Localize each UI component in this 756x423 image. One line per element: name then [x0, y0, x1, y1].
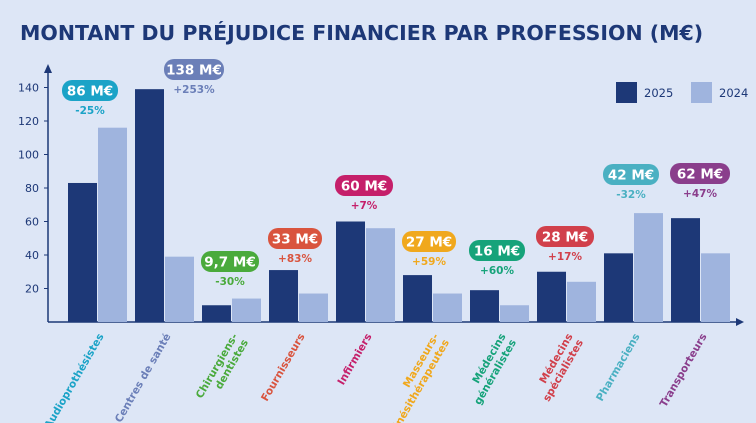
- x-category-label: Chirurgiens-dentistes: [194, 332, 251, 401]
- bar-2024-9: [701, 253, 730, 322]
- annotation: 27 M€ +59%: [402, 231, 456, 268]
- x-category-line: Pharmaciens: [594, 332, 642, 404]
- amount-pill: [402, 231, 456, 252]
- amount-label: 60 M€: [341, 179, 387, 195]
- bar-2025-7: [537, 271, 566, 322]
- legend-swatch-2024: [691, 82, 712, 103]
- amount-pill: [268, 228, 322, 249]
- bar-2024-0: [98, 127, 127, 322]
- y-tick-label: 140: [18, 82, 39, 95]
- annotation: 16 M€ +60%: [469, 240, 525, 277]
- amount-label: 27 M€: [406, 235, 452, 251]
- x-category-label: Centres de santé: [113, 332, 174, 423]
- change-label: +59%: [412, 256, 446, 268]
- change-label: +83%: [278, 253, 312, 265]
- x-category-line: Fournisseurs: [259, 332, 308, 404]
- amount-pill: [469, 240, 525, 261]
- y-tick-label: 20: [25, 283, 39, 296]
- bar-2025-0: [68, 182, 97, 322]
- amount-pill: [335, 175, 393, 196]
- y-axis-arrow: [44, 64, 52, 73]
- legend-label-2024: 2024: [719, 86, 748, 100]
- x-category-label: Masseurs-kinésithérapeutes: [388, 332, 452, 423]
- bar-2024-2: [232, 298, 261, 322]
- annotation: 62 M€ +47%: [670, 163, 730, 200]
- annotation: 9,7 M€ -30%: [201, 251, 259, 288]
- chart-title: MONTANT DU PRÉJUDICE FINANCIER PAR PROFE…: [20, 20, 703, 45]
- y-tick-label: 60: [25, 216, 39, 229]
- x-category-line: Infirmiers: [335, 332, 374, 388]
- amount-label: 9,7 M€: [204, 255, 255, 271]
- bar-2024-5: [433, 293, 462, 322]
- legend-label-2025: 2025: [644, 86, 673, 100]
- amount-label: 33 M€: [272, 232, 318, 248]
- x-category-label: Infirmiers: [335, 332, 374, 388]
- change-label: +7%: [351, 200, 378, 212]
- change-label: -25%: [75, 105, 105, 117]
- bar-2024-7: [567, 281, 596, 322]
- amount-pill: [536, 226, 594, 247]
- amount-pill: [603, 164, 659, 185]
- bar-2025-1: [135, 89, 164, 322]
- annotation: 86 M€ -25%: [62, 80, 118, 117]
- y-tick-label: 100: [18, 149, 39, 162]
- x-category-label: Pharmaciens: [594, 332, 642, 404]
- bar-2025-4: [336, 221, 365, 322]
- amount-label: 62 M€: [677, 167, 723, 183]
- change-label: -30%: [215, 276, 245, 288]
- x-axis-arrow: [736, 318, 744, 326]
- bar-2025-6: [470, 290, 499, 322]
- amount-label: 138 M€: [166, 63, 222, 79]
- x-category-line: Audioprothésistes: [42, 332, 106, 423]
- change-label: +253%: [173, 84, 215, 96]
- x-category-line: Transporteurs: [658, 332, 710, 410]
- bar-2025-2: [202, 305, 231, 322]
- bar-2025-8: [604, 253, 633, 322]
- x-category-line: Centres de santé: [113, 332, 174, 423]
- annotation: 42 M€ -32%: [603, 164, 659, 201]
- bar-2024-4: [366, 228, 395, 322]
- y-tick-label: 40: [25, 249, 39, 262]
- annotation: 138 M€ +253%: [164, 59, 224, 96]
- bar-2024-3: [299, 293, 328, 322]
- change-label: +47%: [683, 188, 717, 200]
- amount-pill: [62, 80, 118, 101]
- y-tick-label: 120: [18, 115, 39, 128]
- x-category-label: Fournisseurs: [259, 332, 308, 404]
- annotation: 60 M€ +7%: [335, 175, 393, 212]
- bar-2025-3: [269, 270, 298, 322]
- amount-label: 28 M€: [542, 230, 588, 246]
- bar-2025-5: [403, 275, 432, 322]
- amount-label: 86 M€: [67, 84, 113, 100]
- amount-pill: [164, 59, 224, 80]
- amount-label: 16 M€: [474, 244, 520, 260]
- bar-2024-8: [634, 213, 663, 322]
- annotation: 28 M€ +17%: [536, 226, 594, 263]
- x-category-label: Transporteurs: [658, 332, 710, 410]
- bar-2024-6: [500, 305, 529, 322]
- amount-pill: [201, 251, 259, 272]
- change-label: -32%: [616, 189, 646, 201]
- x-category-label: Audioprothésistes: [42, 332, 106, 423]
- bar-2025-9: [671, 218, 700, 322]
- y-tick-label: 80: [25, 182, 39, 195]
- change-label: +17%: [548, 251, 582, 263]
- bar-2024-1: [165, 256, 194, 322]
- amount-pill: [670, 163, 730, 184]
- annotation: 33 M€ +83%: [268, 228, 322, 265]
- legend-swatch-2025: [616, 82, 637, 103]
- amount-label: 42 M€: [608, 168, 654, 184]
- change-label: +60%: [480, 265, 514, 277]
